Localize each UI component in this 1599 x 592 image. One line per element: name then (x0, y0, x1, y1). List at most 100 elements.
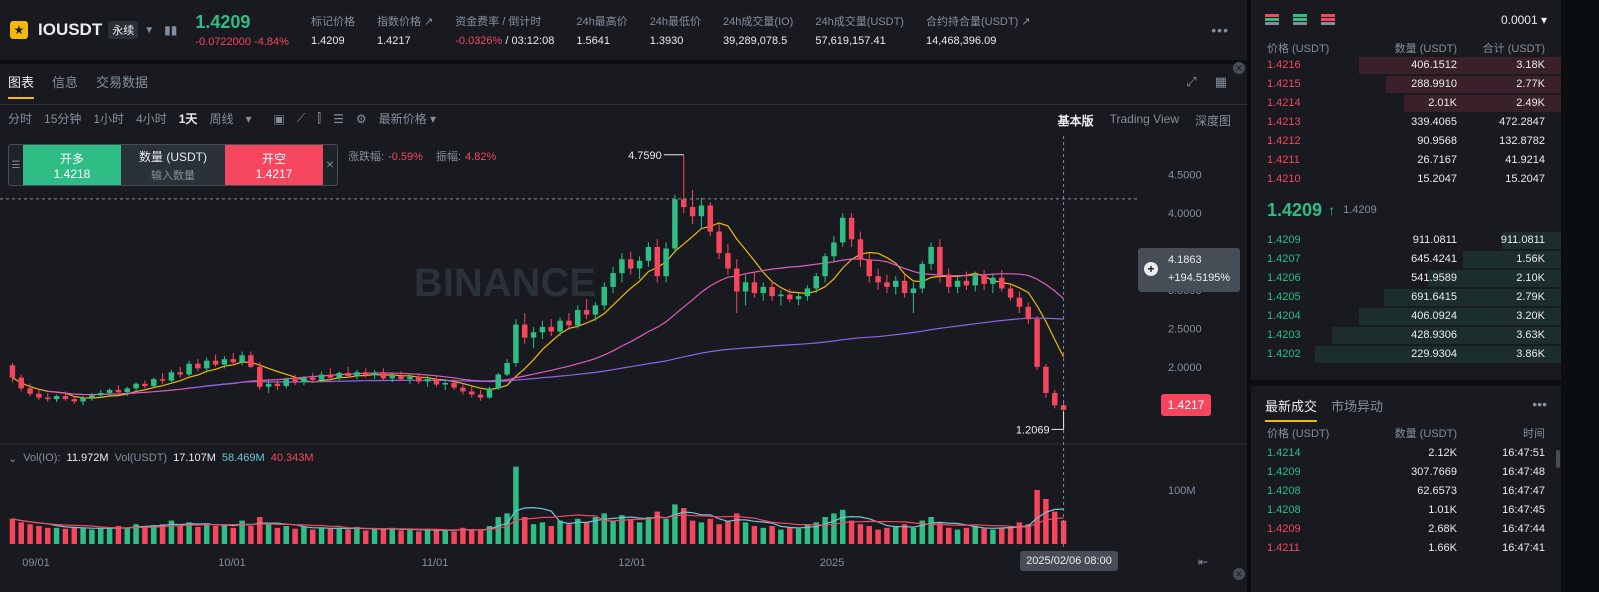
volume-axis-label: 100M (1168, 485, 1196, 497)
candle-body (734, 268, 740, 292)
favorite-star-icon[interactable]: ★ (10, 21, 28, 39)
bid-row[interactable]: 1.4206 541.9589 2.10K (1251, 269, 1561, 288)
candle-body (380, 372, 387, 379)
collapse-icon[interactable]: ⌄ (8, 453, 18, 465)
candlestick-chart[interactable]: BINANCE4.50004.00003.50003.00002.50002.0… (0, 136, 1247, 592)
calendar-icon[interactable]: ▣ (273, 111, 285, 126)
volume-bar (1025, 524, 1031, 544)
volume-bar (9, 518, 16, 544)
volume-bar (513, 466, 519, 544)
bid-list: 1.4209 911.0811 911.0811 1.4207 645.4241 1.56… (1251, 231, 1561, 364)
volume-bar (62, 528, 69, 544)
interval-15m[interactable]: 15分钟 (44, 112, 82, 126)
orderbook-bids-icon[interactable] (1293, 14, 1307, 26)
bid-row[interactable]: 1.4202 229.9304 3.86K (1251, 345, 1561, 364)
ask-row[interactable]: 1.4213 339.4065 472.2847 (1267, 116, 1545, 128)
precision-select[interactable]: 0.0001 ▾ (1500, 13, 1547, 27)
volume-bar (398, 530, 404, 544)
bid-row[interactable]: 1.4209 911.0811 911.0811 (1251, 231, 1561, 250)
tab-info[interactable]: 信息 (52, 75, 79, 90)
trade-list: 1.4214 2.12K 16:47:51 1.4209 307.7669 16:47:4… (1251, 444, 1561, 558)
volume-bar (151, 525, 157, 544)
bid-row[interactable]: 1.4203 428.9306 3.63K (1251, 326, 1561, 345)
candle-body (345, 372, 351, 377)
volume-bar (725, 520, 731, 544)
quantity-input[interactable]: 数量 (USDT) 输入数量 (121, 145, 225, 185)
open-short-button[interactable]: 开空 1.4217 (225, 145, 323, 185)
interval-more-icon[interactable]: ▾ (245, 111, 252, 126)
drag-handle-icon[interactable]: ☰ (11, 159, 21, 171)
candle-body (36, 393, 42, 398)
candle-body (804, 288, 811, 297)
bid-row[interactable]: 1.4205 691.6415 2.79K (1251, 288, 1561, 307)
tab-latest-trades[interactable]: 最新成交 (1265, 396, 1318, 422)
ask-row[interactable]: 1.4211 26.7167 41.9214 (1267, 154, 1545, 166)
ask-row[interactable]: 1.4212 90.9568 132.8782 (1267, 135, 1545, 147)
tab-trading-data[interactable]: 交易数据 (96, 75, 149, 90)
ask-row[interactable]: 1.4214 2.01K 2.49K (1251, 94, 1561, 113)
volume-bar (778, 529, 784, 544)
volume-bar (1043, 499, 1049, 544)
volume-bar (301, 526, 307, 544)
candle-body (751, 282, 758, 294)
candle-body (477, 394, 484, 398)
settings-gear-icon[interactable]: ⚙ (355, 111, 367, 126)
symbol-dropdown-icon[interactable]: ▼ (144, 24, 155, 36)
tab-market-movers[interactable]: 市场异动 (1331, 399, 1384, 414)
more-options-icon[interactable]: ••• (1532, 396, 1547, 412)
add-alert-icon[interactable]: + (1144, 262, 1158, 276)
candle-body (557, 320, 563, 332)
open-long-button[interactable]: 开多 1.4218 (23, 145, 121, 185)
view-switcher: 基本版 Trading View 深度图 (1058, 112, 1231, 129)
candle-body (106, 389, 113, 393)
candle-body (327, 374, 334, 378)
candle-body (760, 286, 766, 294)
drawing-tools-icon[interactable]: ☰ (333, 111, 344, 126)
candle-body (875, 276, 881, 283)
candle-type-icon[interactable]: ⫿ (317, 111, 322, 125)
orderbook-asks-icon[interactable] (1321, 14, 1335, 26)
volume-bar (707, 518, 713, 544)
indicator-icon[interactable]: ⟋ (296, 111, 306, 125)
candle-body (62, 396, 69, 400)
interval-1d[interactable]: 1天 (178, 112, 198, 126)
candle-body (1016, 297, 1023, 307)
view-tradingview[interactable]: Trading View (1109, 112, 1179, 126)
view-basic[interactable]: 基本版 (1057, 114, 1094, 128)
close-widget-icon[interactable]: ✕ (325, 159, 335, 171)
more-options-icon[interactable]: ••• (1211, 22, 1229, 38)
interval-1h[interactable]: 1小时 (93, 112, 125, 126)
bid-row[interactable]: 1.4204 406.0924 3.20K (1251, 307, 1561, 326)
volume-bar (45, 527, 51, 544)
trades-scrollbar[interactable] (1556, 450, 1560, 468)
collapse-bottom-icon[interactable]: ✕ (1233, 568, 1245, 580)
tab-chart[interactable]: 图表 (8, 72, 35, 99)
interval-1w[interactable]: 周线 (209, 112, 234, 126)
ask-row[interactable]: 1.4215 288.9910 2.77K (1251, 75, 1561, 94)
candle-body (522, 324, 528, 338)
layout-icon[interactable]: ▦ (1214, 74, 1227, 89)
price-type-select[interactable]: 最新价格 ▾ (378, 112, 436, 126)
orderbook-both-icon[interactable] (1265, 14, 1279, 26)
ask-row[interactable]: 1.4210 15.2047 15.2047 (1267, 173, 1545, 185)
fullscreen-icon[interactable]: ⤢ (1186, 74, 1197, 89)
candle-body (133, 383, 139, 389)
volume-bar (310, 529, 316, 544)
ask-row[interactable]: 1.4216 406.1512 3.18K (1251, 56, 1561, 75)
volume-bar (495, 517, 501, 544)
chart-area[interactable]: BINANCE4.50004.00003.50003.00002.50002.0… (0, 136, 1247, 592)
volume-bar (910, 527, 917, 544)
collapse-panel-icon[interactable]: ✕ (1233, 62, 1245, 74)
candle-body (151, 379, 157, 387)
interval-time[interactable]: 分时 (8, 112, 33, 126)
orderbook-header: 价格 (USDT) 数量 (USDT) 合计 (USDT) (1267, 43, 1545, 55)
auto-scale-icon[interactable]: ⇤ (1198, 555, 1209, 569)
candle-body (407, 376, 413, 380)
volume-bar (592, 517, 599, 544)
interval-4h[interactable]: 4小时 (136, 112, 167, 126)
view-depth[interactable]: 深度图 (1194, 114, 1231, 128)
contract-info-icon[interactable]: ▮▮ (164, 23, 178, 37)
bid-row[interactable]: 1.4207 645.4241 1.56K (1251, 250, 1561, 269)
candle-body (18, 377, 24, 389)
symbol-name[interactable]: IOUSDT (38, 20, 103, 39)
